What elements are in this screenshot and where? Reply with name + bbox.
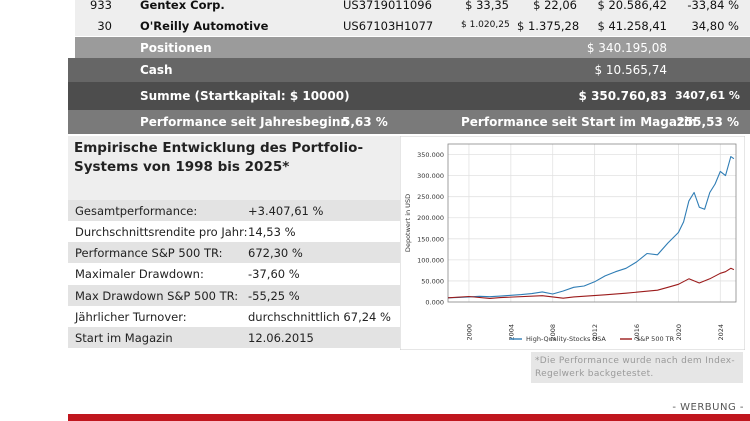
stat-label: Gesamtperformance: [75, 204, 198, 218]
stat-row: Start im Magazin 12.06.2015 [68, 327, 400, 348]
ytd-performance-value: 5,63 % [342, 115, 388, 129]
stat-label: Max Drawdown S&P 500 TR: [75, 289, 239, 303]
stat-row: Jährlicher Turnover: durchschnittlich 67… [68, 306, 400, 327]
quantity-cell: 933 [90, 0, 112, 12]
stat-row: Performance S&P 500 TR: 672,30 % [68, 242, 400, 263]
sum-performance: 3407,61 % [675, 89, 740, 102]
performance-row: Performance seit Jahresbeginn 5,63 % Per… [68, 110, 750, 134]
y-axis-label: Depotwert in USD [404, 194, 412, 252]
company-name-cell: Gentex Corp. [140, 0, 225, 12]
stat-label: Performance S&P 500 TR: [75, 246, 223, 260]
stat-value: 14,53 % [248, 225, 296, 239]
stat-value: -55,25 % [248, 289, 300, 303]
series-line-high-quality [447, 156, 735, 299]
plot-frame [447, 143, 737, 303]
position-value-cell: $ 41.258,41 [597, 19, 668, 33]
red-divider [68, 414, 750, 421]
stat-label: Start im Magazin [75, 331, 173, 345]
table-row: 933 Gentex Corp. US3719011096 $ 33,35 $ … [75, 0, 750, 15]
chart-svg: 0.000 50.000 100.000 150.000 200.000 250.000 3… [399, 135, 746, 351]
performance-cell: -33,84 % [687, 0, 739, 12]
y-tick-label: 0.000 [425, 299, 444, 307]
stat-row: Gesamtperformance: +3.407,61 % [68, 200, 400, 221]
x-tick-label: 2012 [591, 324, 599, 341]
stat-row: Max Drawdown S&P 500 TR: -55,25 % [68, 285, 400, 306]
current-price-cell: $ 1.375,28 [517, 19, 580, 33]
performance-cell: 34,80 % [691, 19, 739, 33]
stat-label: Durchschnittsrendite pro Jahr: [75, 225, 248, 239]
footnote: *Die Performance wurde nach dem Index-Re… [531, 352, 743, 383]
cash-row: Cash $ 10.565,74 [68, 58, 750, 82]
since-start-value: 255,53 % [676, 115, 739, 129]
positions-value: $ 340.195,08 [586, 41, 667, 55]
stat-value: 672,30 % [248, 246, 303, 260]
isin-cell: US3719011096 [343, 0, 432, 12]
sum-row: Summe (Startkapital: $ 10000) $ 350.760,… [68, 82, 750, 110]
positions-label: Positionen [140, 41, 212, 55]
quantity-cell: 30 [97, 19, 112, 33]
stat-value: 12.06.2015 [248, 331, 314, 345]
stat-value: -37,60 % [248, 267, 300, 281]
buy-price-cell: $ 1.020,25 [461, 20, 510, 30]
ytd-performance-label: Performance seit Jahresbeginn [140, 115, 349, 129]
buy-price-cell: $ 33,35 [465, 0, 509, 12]
stats-header: Empirische Entwicklung des Portfolio-Sys… [68, 136, 400, 200]
x-tick-label: 2008 [549, 324, 557, 341]
performance-chart: 0.000 50.000 100.000 150.000 200.000 250.000 3… [399, 135, 746, 351]
y-tick-label: 300.000 [417, 172, 444, 180]
stat-value: +3.407,61 % [248, 204, 324, 218]
y-tick-label: 200.000 [417, 214, 444, 222]
stat-label: Jährlicher Turnover: [75, 310, 187, 324]
stat-value: durchschnittlich 67,24 % [248, 310, 391, 324]
chart-background [399, 135, 746, 351]
x-tick-label: 2016 [633, 324, 641, 341]
y-tick-label: 50.000 [421, 277, 444, 285]
stat-row: Durchschnittsrendite pro Jahr: 14,53 % [68, 221, 400, 242]
y-tick-label: 250.000 [417, 193, 444, 201]
position-value-cell: $ 20.586,42 [597, 0, 668, 12]
x-tick-label: 2000 [465, 324, 473, 341]
x-tick-label: 2020 [675, 324, 683, 341]
y-tick-label: 100.000 [417, 256, 444, 264]
y-tick-label: 150.000 [417, 235, 444, 243]
legend-label: High-Quality-Stocks USA [526, 335, 606, 343]
sum-value: $ 350.760,83 [578, 89, 667, 103]
cash-value: $ 10.565,74 [594, 63, 667, 77]
y-tick-label: 350.000 [417, 151, 444, 159]
legend-label: S&P 500 TR [636, 335, 675, 343]
positions-row: Positionen $ 340.195,08 [75, 37, 750, 58]
company-name-cell: O'Reilly Automotive [140, 19, 269, 33]
x-tick-label: 2004 [507, 324, 515, 341]
series-line-sp500 [447, 267, 735, 299]
stat-row: Maximaler Drawdown: -37,60 % [68, 263, 400, 284]
stat-label: Maximaler Drawdown: [75, 267, 204, 281]
table-row: 30 O'Reilly Automotive US67103H1077 $ 1.… [75, 15, 750, 36]
sum-label: Summe (Startkapital: $ 10000) [140, 89, 350, 103]
stats-title: Empirische Entwicklung des Portfolio-Sys… [74, 140, 364, 175]
x-tick-label: 2024 [717, 324, 725, 341]
isin-cell: US67103H1077 [343, 19, 434, 33]
cash-label: Cash [140, 63, 173, 77]
advertisement-label: - WERBUNG - [672, 402, 744, 413]
since-start-label: Performance seit Start im Magazin [461, 115, 697, 129]
current-price-cell: $ 22,06 [533, 0, 577, 12]
